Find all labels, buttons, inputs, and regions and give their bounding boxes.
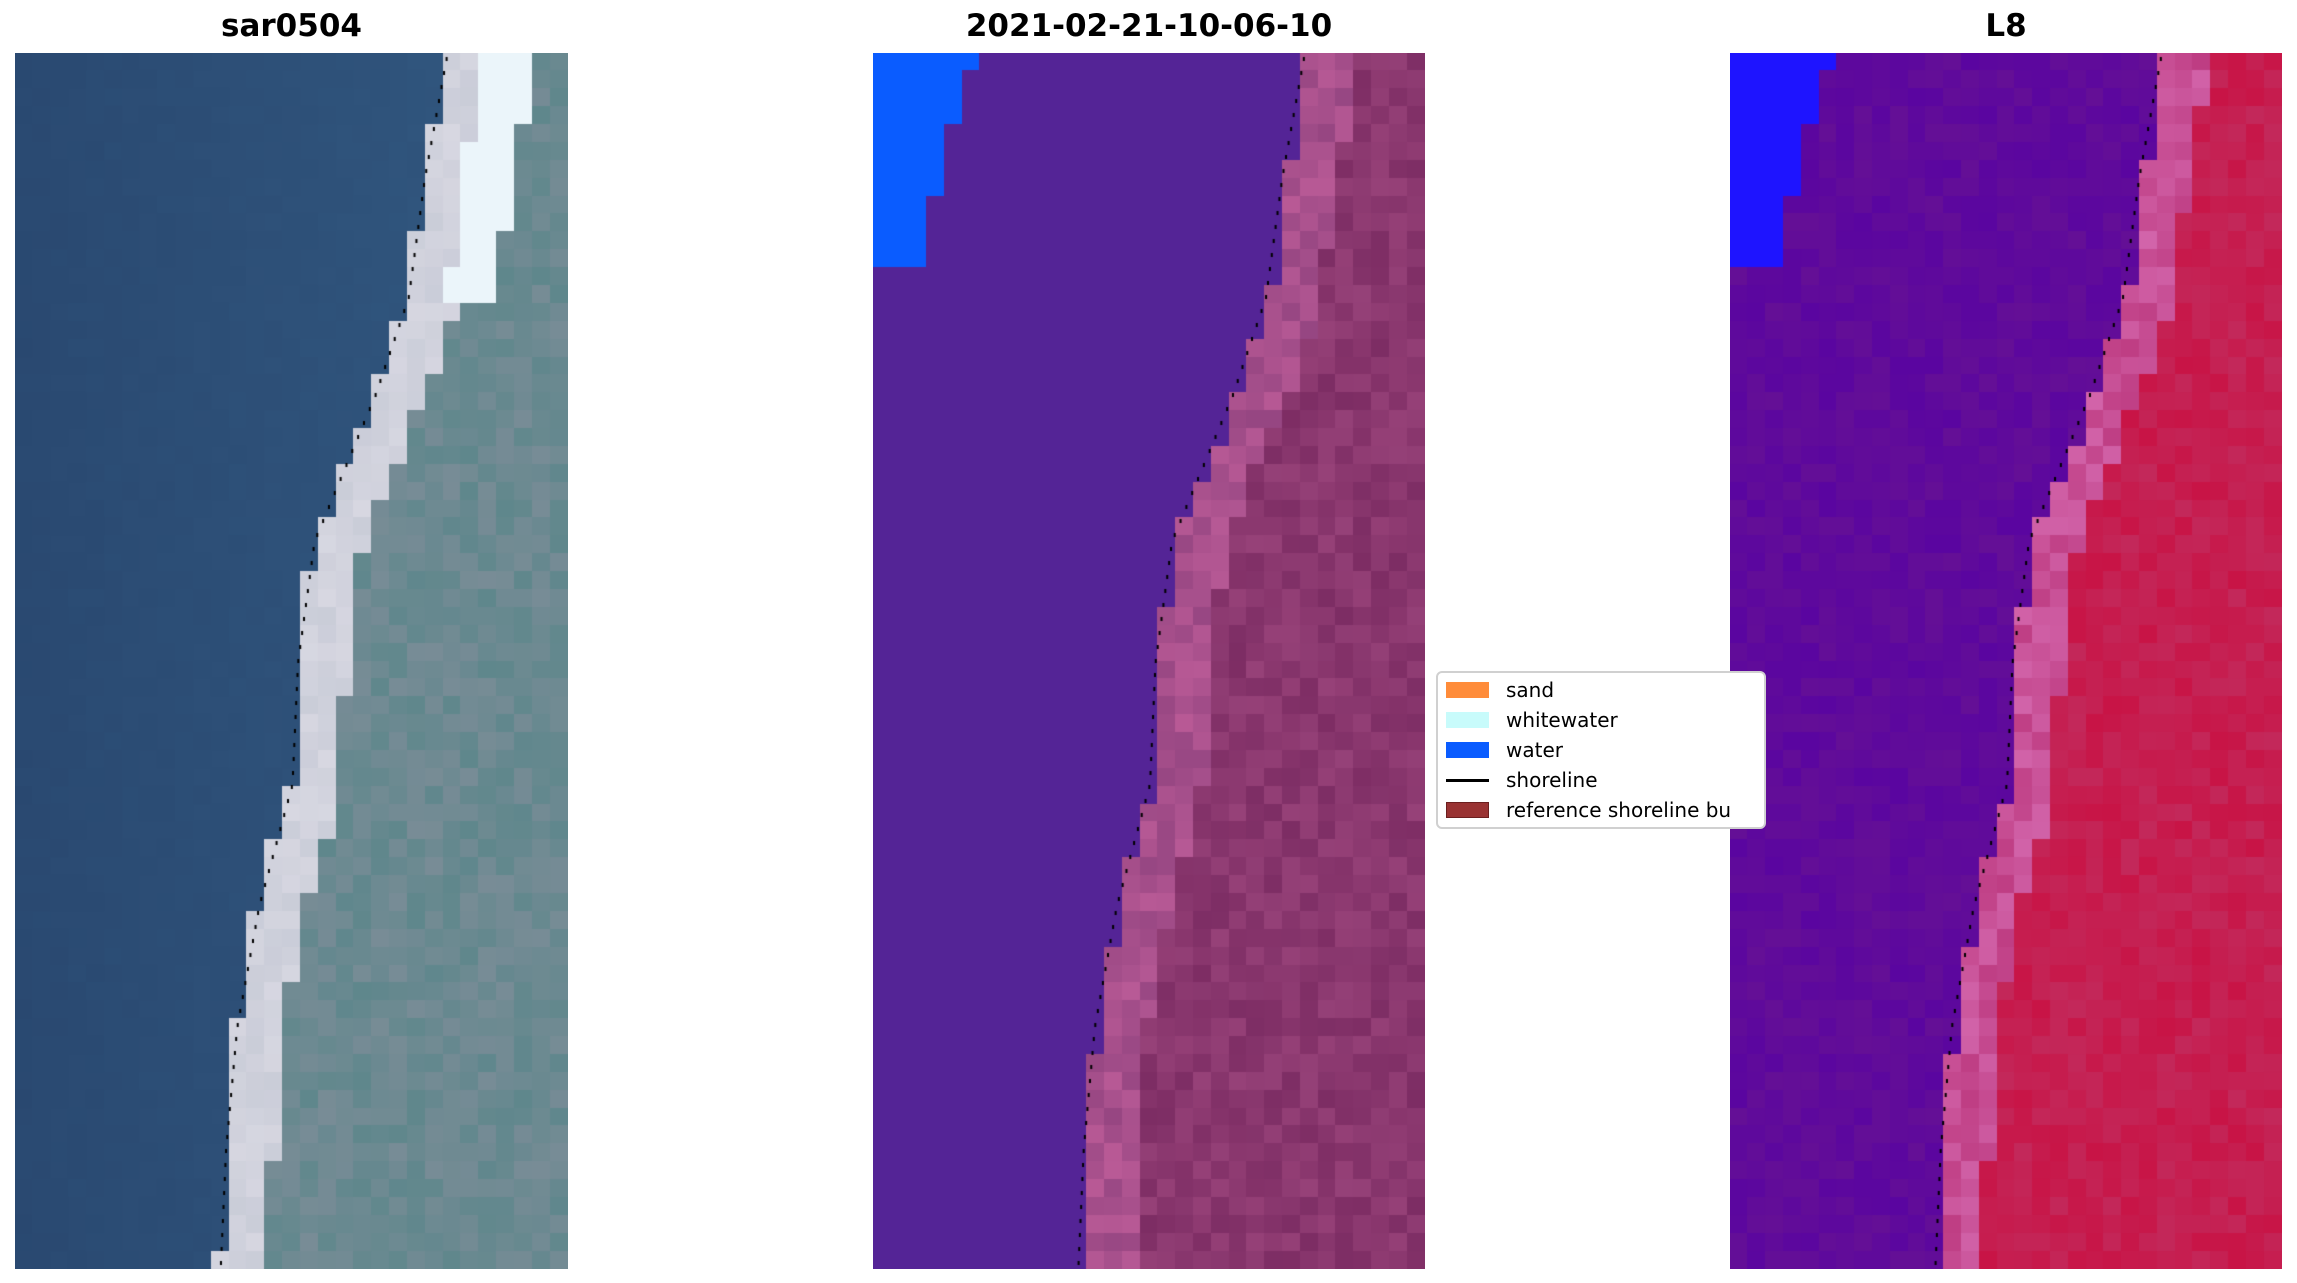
legend-item-reference-shoreline-buffer: reference shoreline bu bbox=[1446, 797, 1731, 823]
l8-image-panel bbox=[1730, 53, 2282, 1269]
classified-image-panel bbox=[873, 53, 1425, 1269]
legend-item-water: water bbox=[1446, 737, 1563, 763]
legend-item-sand: sand bbox=[1446, 677, 1554, 703]
legend-item-whitewater: whitewater bbox=[1446, 707, 1618, 733]
legend-label: shoreline bbox=[1506, 768, 1598, 792]
legend-label: water bbox=[1506, 738, 1563, 762]
sand-swatch bbox=[1446, 682, 1489, 698]
water-swatch bbox=[1446, 742, 1489, 758]
reference-buffer-swatch bbox=[1446, 802, 1489, 818]
sar0504-image-panel bbox=[15, 53, 568, 1269]
panel-title-3: L8 bbox=[1985, 8, 2027, 44]
shoreline-line-swatch bbox=[1446, 778, 1489, 782]
legend-label: sand bbox=[1506, 678, 1555, 702]
legend-item-shoreline: shoreline bbox=[1446, 767, 1598, 793]
whitewater-swatch bbox=[1446, 712, 1489, 728]
legend-label: reference shoreline bu bbox=[1506, 798, 1732, 822]
legend: sand whitewater water shoreline referenc… bbox=[1436, 671, 1766, 829]
panel-title-1: sar0504 bbox=[221, 8, 362, 44]
legend-label: whitewater bbox=[1506, 708, 1618, 732]
panel-title-2: 2021-02-21-10-06-10 bbox=[965, 8, 1333, 44]
